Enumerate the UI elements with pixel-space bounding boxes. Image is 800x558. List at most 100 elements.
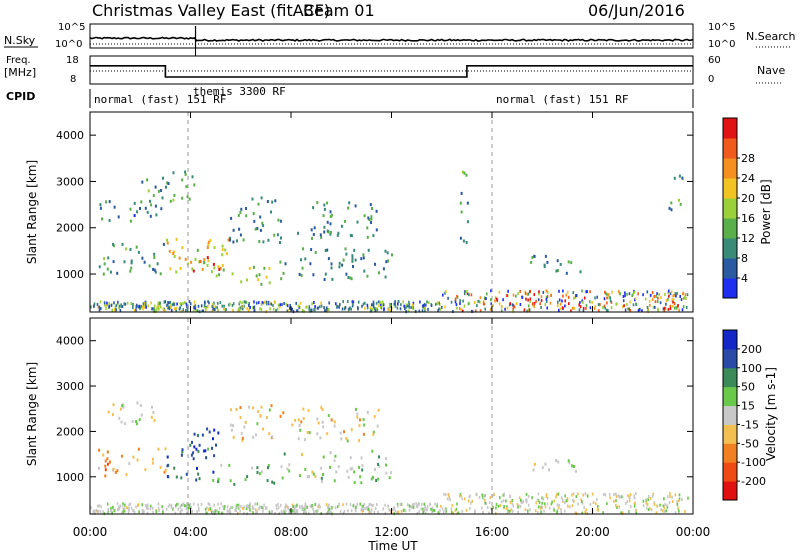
power-echo-region-8	[297, 201, 378, 240]
cpid-segment-3: normal (fast) 151 RF	[496, 93, 628, 106]
velocity-echo-region-2	[166, 440, 216, 482]
velocity-echo-region-8	[532, 459, 577, 473]
power-ground-scatter	[90, 289, 689, 314]
power-colorbar-segment-2	[723, 238, 737, 259]
power-colorbar-segment-7	[723, 138, 737, 159]
xtick-label-5: 20:00	[575, 525, 610, 539]
velocity-colorbar-tick-5: -50	[741, 437, 759, 450]
beam-label: Beam 01	[303, 1, 375, 20]
power-colorbar-tick-2: 12	[741, 232, 755, 245]
velocity-colorbar-tick-6: -100	[741, 456, 766, 469]
velocity-panel: 1000 2000 3000 4000 200 100 50 15 -15 -50 -100 -200	[56, 317, 766, 516]
power-plot-area	[90, 112, 693, 312]
velocity-colorbar-segment-3	[723, 424, 737, 444]
power-echo-region-7	[279, 247, 393, 281]
velocity-colorbar-segment-2	[723, 443, 737, 463]
power-colorbar-segment-5	[723, 178, 737, 199]
power-colorbar-tick-6: 28	[741, 152, 755, 165]
velocity-colorbar-tick-2: 50	[741, 381, 755, 394]
velocity-ytick-label-3: 4000	[56, 335, 84, 348]
plot-title: Christmas Valley East (fitACF)	[92, 1, 330, 20]
freq-unit: [MHz]	[4, 66, 36, 79]
power-colorbar-frame	[722, 117, 738, 299]
time-axis: 00:00 04:00 08:00 12:00 16:00 20:00 00:00	[73, 112, 711, 539]
power-colorbar-tick-5: 24	[741, 172, 755, 185]
freq-tick-bottom: 8	[70, 74, 76, 85]
cpid-segment-2: themis 3300 RF	[193, 85, 286, 98]
power-echo-region-11	[668, 174, 684, 212]
nave-tick-top: 60	[708, 55, 721, 66]
power-echo-region-0	[99, 200, 163, 223]
cpid-label: CPID	[6, 90, 35, 103]
velocity-echo-region-0	[107, 401, 156, 426]
nsky-panel	[89, 23, 694, 49]
nave-tick-bottom: 0	[708, 74, 714, 85]
velocity-colorbar-tick-7: -200	[741, 475, 766, 488]
power-ytick-label-0: 1000	[56, 268, 84, 281]
velocity-colorbar-frame	[722, 329, 738, 501]
power-ytick-label-1: 2000	[56, 222, 84, 235]
velocity-echo-region-4	[217, 463, 276, 486]
velocity-colorbar-segment-7	[723, 348, 737, 369]
power-echo-region-4	[192, 256, 221, 273]
power-echo-region-5	[215, 265, 271, 286]
power-echo-region-3	[166, 237, 230, 274]
nsky-tick-top: 10^5	[58, 22, 85, 33]
velocity-colorbar-tick-4: -15	[741, 418, 759, 431]
velocity-echo-region-3	[193, 427, 220, 453]
power-panel: 1000 2000 3000 4000 4 8 12 16 20 24 28	[56, 111, 755, 314]
xtick-label-2: 08:00	[274, 525, 309, 539]
xtick-label-6: 00:00	[676, 525, 711, 539]
nsearch-tick-top: 10^5	[708, 22, 735, 33]
xtick-label-3: 12:00	[374, 525, 409, 539]
velocity-ytick-label-0: 1000	[56, 471, 84, 484]
velocity-echo-region-6	[280, 449, 392, 485]
velocity-colorbar-tick-1: 100	[741, 362, 762, 375]
xaxis-label: Time UT	[367, 539, 418, 553]
power-echo-region-6	[228, 196, 282, 245]
power-echo-region-10	[530, 254, 582, 275]
power-colorbar-segment-6	[723, 158, 737, 179]
power-ylabel: Slant Range [km]	[25, 160, 39, 264]
power-colorbar-tick-4: 20	[741, 192, 755, 205]
velocity-colorbar-segment-1	[723, 462, 737, 482]
power-colorbar-tick-1: 8	[741, 252, 748, 265]
xtick-label-4: 16:00	[475, 525, 510, 539]
nave-label: Nave	[757, 64, 785, 77]
velocity-colorbar-tick-0: 200	[741, 343, 762, 356]
power-colorbar-segment-0	[723, 278, 737, 299]
summary-series	[89, 26, 694, 78]
power-echo-region-9	[459, 170, 469, 244]
power-echo-region-2	[141, 170, 196, 203]
nsearch-tick-bottom: 10^0	[708, 39, 735, 50]
velocity-colorbar-segment-6	[723, 367, 737, 388]
power-colorbar-segment-4	[723, 198, 737, 219]
power-colorbar-tick-0: 4	[741, 272, 748, 285]
power-colorbar-segment-3	[723, 218, 737, 239]
date-label: 06/Jun/2016	[588, 1, 685, 20]
velocity-echo-region-5	[229, 404, 285, 442]
velocity-ytick-label-2: 3000	[56, 380, 84, 393]
power-ytick-label-3: 4000	[56, 129, 84, 142]
power-colorbar-segment-8	[723, 118, 737, 139]
freq-label: Freq.	[6, 55, 31, 66]
velocity-plot-area	[90, 318, 693, 514]
velocity-colorbar-segment-8	[723, 330, 737, 350]
cpid-segment-1: normal (fast) 151 RF	[94, 93, 226, 106]
velocity-ytick-label-1: 2000	[56, 425, 84, 438]
power-colorbar-tick-3: 16	[741, 212, 755, 225]
nsky-series	[89, 36, 694, 42]
velocity-colorbar-tick-3: 15	[741, 400, 755, 413]
velocity-colorbar-segment-0	[723, 481, 737, 501]
xtick-label-0: 00:00	[73, 525, 108, 539]
nsearch-label: N.Search	[746, 30, 796, 43]
velocity-colorbar-segment-4	[723, 405, 737, 425]
freq-tick-top: 18	[66, 55, 79, 66]
xtick-label-1: 04:00	[173, 525, 208, 539]
power-ytick-label-2: 3000	[56, 175, 84, 188]
freq-panel	[89, 55, 694, 85]
power-echo-region-1	[98, 242, 165, 276]
nsky-label: N.Sky	[4, 34, 36, 47]
velocity-ylabel: Slant Range [km]	[25, 362, 39, 466]
